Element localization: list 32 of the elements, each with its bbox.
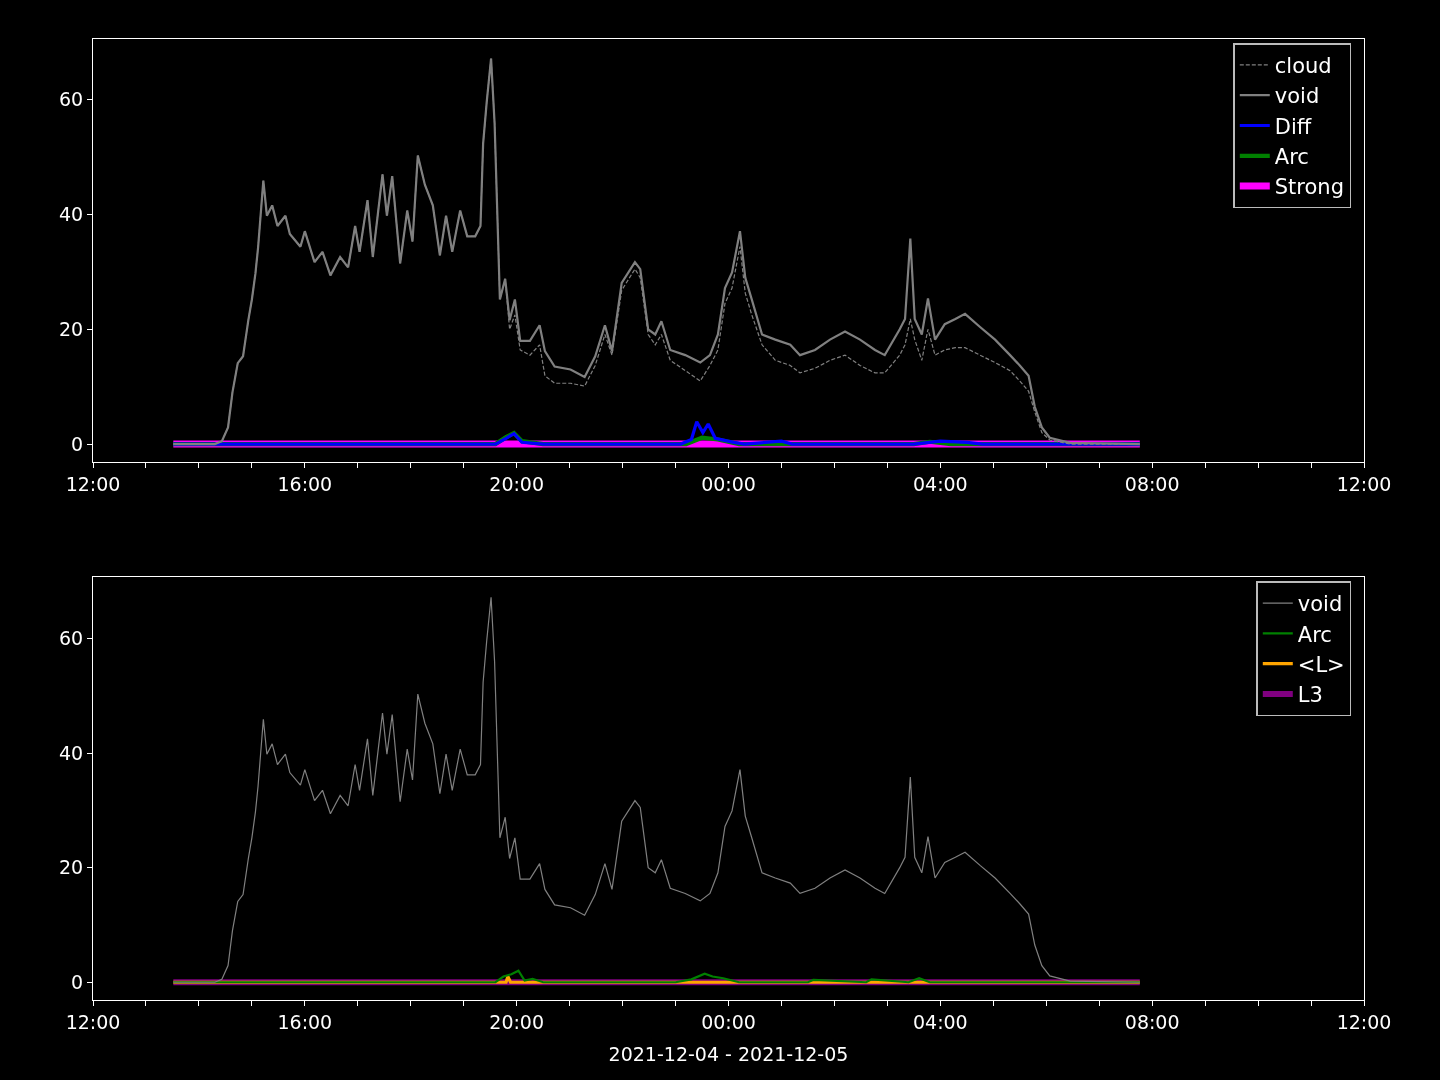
legend-label: void: [1297, 592, 1343, 617]
x-tick-label: 08:00: [1124, 472, 1180, 495]
x-tick-label: 04:00: [912, 472, 968, 495]
x-tick-label: 12:00: [65, 1010, 121, 1033]
y-tick-label: 0: [71, 970, 84, 993]
x-tick-label: 00:00: [701, 472, 756, 495]
y-tick-label: 40: [59, 741, 84, 764]
legend-label: <L>: [1297, 652, 1345, 677]
y-tick-label: 40: [59, 203, 84, 226]
x-tick-label: 16:00: [277, 472, 333, 495]
y-tick-label: 0: [71, 432, 84, 455]
y-tick-label: 20: [59, 317, 84, 340]
x-tick-label: 08:00: [1124, 1010, 1180, 1033]
x-tick-label: 12:00: [1336, 472, 1392, 495]
y-tick-label: 60: [59, 627, 84, 650]
x-axis-title: 2021-12-04 - 2021-12-05: [608, 1042, 849, 1065]
x-tick-label: 12:00: [1336, 1010, 1392, 1033]
legend-label: cloud: [1274, 54, 1332, 79]
legend-label: Diff: [1274, 114, 1312, 139]
legend-label: Arc: [1274, 144, 1309, 169]
legend-label: Arc: [1297, 622, 1332, 647]
x-tick-label: 00:00: [701, 1010, 756, 1033]
x-tick-label: 04:00: [912, 1010, 968, 1033]
x-tick-label: 16:00: [277, 1010, 333, 1033]
x-tick-label: 20:00: [489, 1010, 545, 1033]
legend-label: L3: [1297, 683, 1323, 708]
x-tick-label: 20:00: [489, 472, 545, 495]
legend-label: Strong: [1274, 175, 1345, 200]
x-tick-label: 12:00: [65, 472, 121, 495]
legend-label: void: [1274, 84, 1320, 109]
y-tick-label: 60: [59, 88, 84, 111]
y-tick-label: 20: [59, 856, 84, 879]
